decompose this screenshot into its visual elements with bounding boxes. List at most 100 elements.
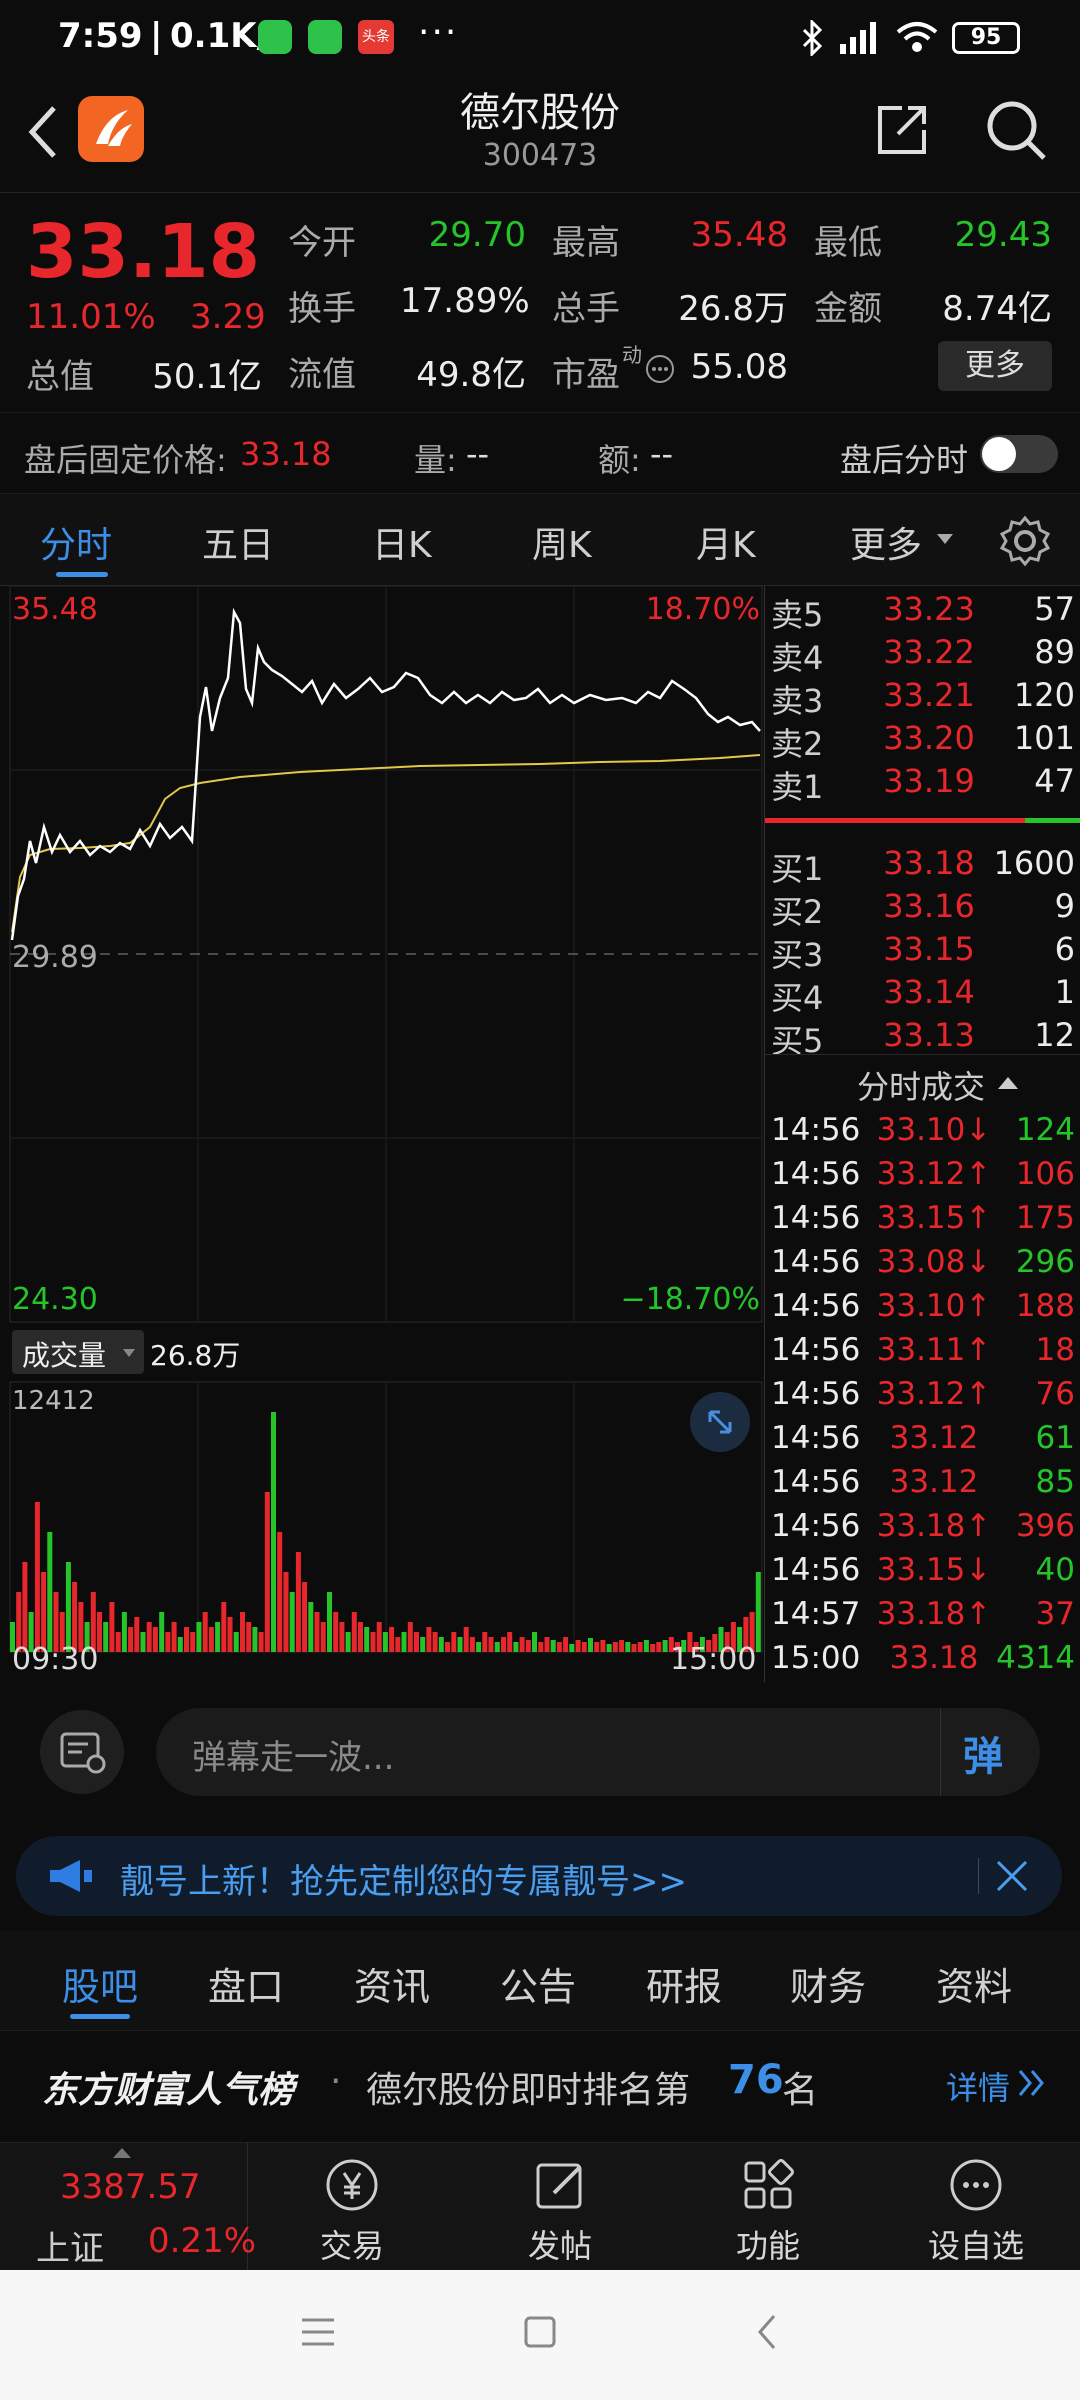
ob-volume: 120 <box>1013 676 1075 714</box>
tab-pankou[interactable]: 盘口 <box>208 1965 285 2009</box>
trade-volume: 61 <box>1035 1420 1075 1456</box>
more-quote-button[interactable]: 更多 <box>938 341 1052 391</box>
home-icon[interactable] <box>520 2312 560 2352</box>
tab-guba[interactable]: 股吧 <box>62 1965 139 2009</box>
volume-bar <box>432 1632 438 1652</box>
search-icon[interactable] <box>984 98 1048 162</box>
volume-bar <box>625 1642 631 1652</box>
ask-row: 卖2 33.20 101 <box>765 719 1080 763</box>
volume-bar <box>724 1632 730 1652</box>
promo-divider <box>978 1858 979 1894</box>
volume-bar <box>668 1637 674 1652</box>
low-value: 29.43 <box>954 215 1052 255</box>
volume-label: 总手 <box>552 289 620 329</box>
fullscreen-button[interactable] <box>690 1392 750 1452</box>
volume-bar <box>581 1642 587 1652</box>
nav-functions[interactable]: 功能 <box>668 2143 868 2271</box>
ob-volume: 47 <box>1034 762 1075 800</box>
functions-grid-icon <box>744 2159 794 2209</box>
danmu-input[interactable]: 弹幕走一波... 弹 <box>156 1708 1040 1796</box>
volume-bar <box>146 1622 152 1652</box>
danmu-send-label: 弹 <box>963 1734 1003 1780</box>
volume-bar <box>165 1632 171 1652</box>
ob-volume: 6 <box>1054 930 1075 968</box>
selector-chevron-icon <box>123 1349 135 1357</box>
volume-bar <box>451 1632 457 1652</box>
volume-bar <box>662 1640 668 1652</box>
tab-weekly-k[interactable]: 周K <box>532 525 592 566</box>
ob-level-label: 买2 <box>771 893 824 931</box>
nav-post[interactable]: 发帖 <box>460 2143 660 2271</box>
volume-bar <box>28 1612 34 1652</box>
back-icon[interactable] <box>22 104 62 160</box>
tab-monthly-k[interactable]: 月K <box>696 525 756 566</box>
ob-volume: 12 <box>1034 1016 1075 1054</box>
pe-info-icon[interactable] <box>644 353 676 385</box>
tab-daily-k[interactable]: 日K <box>372 525 432 566</box>
index-ticker[interactable]: 3387.57 上证 0.21% <box>0 2143 256 2271</box>
mcap-label: 总值 <box>26 357 94 397</box>
ob-price: 33.21 <box>883 676 975 714</box>
popularity-rank[interactable]: 东方财富人气榜 · 德尔股份即时排名第 76 名 详情 <box>0 2030 1080 2138</box>
tab-five-day[interactable]: 五日 <box>202 525 275 566</box>
last-price: 33.18 <box>26 209 261 295</box>
volume-indicator-selector[interactable]: 成交量 <box>12 1330 144 1374</box>
nav-trade[interactable]: 交易 <box>252 2143 452 2271</box>
volume-bar <box>743 1617 749 1652</box>
close-icon[interactable] <box>994 1858 1030 1894</box>
turnover-label: 换手 <box>288 289 356 329</box>
more-circle-icon <box>950 2159 1002 2211</box>
volume-bar <box>41 1572 47 1652</box>
tab-news[interactable]: 资讯 <box>354 1965 431 2009</box>
tab-intraday[interactable]: 分时 <box>40 525 113 566</box>
volume-bar <box>90 1592 96 1652</box>
rank-detail-link[interactable]: 详情 <box>946 2069 1011 2107</box>
tab-research[interactable]: 研报 <box>646 1965 723 2009</box>
trades-title[interactable]: 分时成交 <box>857 1068 986 1106</box>
danmu-send-button[interactable]: 弹 <box>940 1708 1040 1796</box>
volume-bar <box>407 1622 413 1652</box>
rank-text: 德尔股份即时排名第 <box>366 2070 691 2111</box>
ob-level-label: 卖5 <box>771 596 824 634</box>
volume-bar <box>115 1632 121 1652</box>
content-tabs: 股吧 盘口 资讯 公告 研报 财务 资料 <box>0 1930 1080 2030</box>
trade-time: 14:56 <box>771 1508 861 1544</box>
settings-gear-icon[interactable] <box>998 514 1052 568</box>
trade-row: 14:56 33.08↓ 296 <box>765 1244 1080 1288</box>
trade-row: 14:56 33.11↑ 18 <box>765 1332 1080 1376</box>
trade-volume: 124 <box>1015 1112 1075 1148</box>
menu-icon[interactable] <box>298 2314 338 2350</box>
trade-price: 33.12↑ <box>876 1156 992 1192</box>
volume-bar <box>675 1642 680 1652</box>
volume-bar <box>221 1602 227 1652</box>
volume-bar <box>289 1592 295 1652</box>
chart-canvas <box>9 586 763 1653</box>
share-icon[interactable] <box>872 100 932 160</box>
danmu-settings-button[interactable] <box>40 1710 124 1794</box>
edit-post-icon <box>536 2163 582 2209</box>
promo-banner[interactable]: 靓号上新！抢先定制您的专属靓号>> <box>16 1836 1062 1916</box>
volume-bar <box>208 1627 214 1652</box>
period-tabs: 分时 五日 日K 周K 月K 更多 <box>0 494 1080 586</box>
tab-more[interactable]: 更多 <box>850 525 923 566</box>
volume-bar <box>370 1632 376 1652</box>
intraday-chart[interactable]: 35.48 18.70% 29.89 24.30 −18.70% 成交量 26.… <box>0 586 764 1682</box>
volume-bar <box>196 1622 202 1652</box>
back-nav-icon[interactable] <box>752 2312 782 2352</box>
open-label: 今开 <box>288 223 356 263</box>
volume-bar <box>550 1640 556 1652</box>
volume-bar <box>103 1622 109 1652</box>
tab-finance[interactable]: 财务 <box>790 1965 867 2009</box>
volume-bar <box>376 1622 382 1652</box>
tab-announcements[interactable]: 公告 <box>500 1965 577 2009</box>
chevron-up-icon[interactable] <box>997 1076 1019 1090</box>
quote-panel: 33.18 11.01% 3.29 总值 50.1亿 今开 29.70 最高 3… <box>0 192 1080 412</box>
index-pct: 0.21% <box>148 2221 257 2261</box>
status-bar: 7:59 | 0.1K/s 头条 ··· 95 <box>0 0 1080 80</box>
ob-level-label: 买3 <box>771 936 824 974</box>
trade-volume: 37 <box>1035 1596 1075 1632</box>
after-hours-toggle[interactable] <box>980 435 1058 473</box>
battery-level: 95 <box>970 25 1002 50</box>
tab-profile[interactable]: 资料 <box>936 1965 1013 2009</box>
nav-add-watchlist[interactable]: 设自选 <box>876 2143 1076 2271</box>
